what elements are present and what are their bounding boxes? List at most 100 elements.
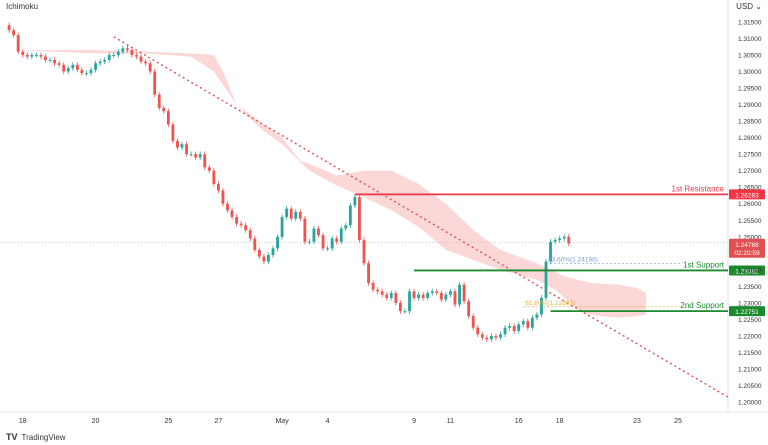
candle-body bbox=[198, 154, 202, 158]
y-tick-label: 1.23000 bbox=[738, 300, 762, 307]
candle-body bbox=[244, 225, 248, 231]
candle-body bbox=[25, 54, 29, 57]
candle-body bbox=[326, 248, 330, 250]
x-tick-label: 18 bbox=[19, 418, 27, 425]
candle-body bbox=[157, 94, 161, 108]
candle-body bbox=[458, 284, 461, 305]
y-tick-label: 1.28000 bbox=[738, 135, 762, 142]
x-tick-label: 16 bbox=[515, 418, 523, 425]
level-price-text: 1.22751 bbox=[735, 309, 759, 316]
ichimoku-cloud bbox=[18, 50, 647, 318]
candle-body bbox=[203, 154, 207, 168]
candle-body bbox=[544, 261, 548, 298]
candle-body bbox=[267, 254, 270, 262]
candle-body bbox=[339, 228, 343, 242]
candle-body bbox=[421, 294, 425, 298]
countdown-text: 02:20:59 bbox=[734, 250, 760, 257]
candle-body bbox=[121, 48, 125, 52]
candle-body bbox=[57, 63, 61, 65]
level-price-tag bbox=[729, 306, 765, 317]
candle-body bbox=[276, 236, 279, 249]
candle-body bbox=[376, 289, 380, 292]
candle-body bbox=[253, 238, 257, 251]
candle-body bbox=[294, 212, 298, 219]
candle-body bbox=[562, 236, 566, 239]
candle-body bbox=[162, 107, 166, 112]
candle-body bbox=[489, 335, 493, 340]
x-tick-label: May bbox=[275, 418, 289, 425]
currency-label[interactable]: USD ⌄ bbox=[736, 2, 762, 11]
candle-body bbox=[526, 321, 530, 328]
y-tick-label: 1.29500 bbox=[738, 86, 762, 93]
y-tick-label: 1.30500 bbox=[738, 52, 762, 59]
candle-body bbox=[75, 64, 79, 70]
candle-body bbox=[116, 51, 120, 55]
x-tick-label: 23 bbox=[633, 418, 641, 425]
y-tick-label: 1.26500 bbox=[738, 185, 762, 192]
candle-body bbox=[307, 241, 311, 243]
candle-body bbox=[417, 294, 421, 298]
candle-body bbox=[508, 326, 512, 328]
candle-body bbox=[344, 225, 348, 229]
indicator-title[interactable]: Ichimoku bbox=[6, 2, 39, 11]
candle-body bbox=[371, 283, 375, 290]
candle-body bbox=[21, 51, 25, 55]
candle-body bbox=[553, 240, 557, 242]
y-tick-label: 1.25000 bbox=[738, 234, 762, 241]
candle-body bbox=[499, 334, 502, 338]
candle-body bbox=[398, 302, 402, 312]
candle-body bbox=[494, 335, 498, 338]
candle-body bbox=[403, 311, 407, 313]
candle-body bbox=[185, 144, 188, 155]
x-tick-label: 25 bbox=[674, 418, 682, 425]
candle-body bbox=[558, 238, 562, 241]
candle-body bbox=[176, 140, 179, 148]
candle-body bbox=[235, 216, 239, 224]
candle-body bbox=[330, 238, 334, 249]
candle-body bbox=[444, 294, 448, 300]
candle-body bbox=[248, 230, 252, 239]
candle-body bbox=[153, 71, 157, 95]
candle-body bbox=[125, 48, 129, 51]
x-tick-label: 11 bbox=[447, 418, 454, 425]
x-tick-label: 27 bbox=[215, 418, 223, 425]
candle-body bbox=[85, 73, 88, 75]
candle-body bbox=[230, 210, 234, 217]
candle-body bbox=[80, 69, 84, 74]
candle-body bbox=[94, 63, 97, 70]
candle-body bbox=[66, 68, 70, 72]
level-price-text: 1.26283 bbox=[735, 192, 759, 199]
candle-body bbox=[212, 170, 216, 184]
candle-body bbox=[321, 235, 325, 249]
candle-body bbox=[521, 321, 525, 325]
candle-body bbox=[207, 167, 211, 171]
candle-body bbox=[485, 337, 489, 340]
candle-body bbox=[289, 208, 293, 219]
candle-body bbox=[530, 317, 534, 328]
candle-body bbox=[130, 50, 134, 55]
brand-text: TradingView bbox=[21, 432, 66, 442]
candle-body bbox=[89, 69, 93, 74]
candle-body bbox=[412, 291, 416, 298]
candle-body bbox=[476, 327, 480, 335]
candle-body bbox=[30, 54, 34, 57]
y-tick-label: 1.30000 bbox=[738, 69, 762, 76]
candle-body bbox=[467, 301, 471, 317]
candle-body bbox=[408, 291, 411, 312]
candle-body bbox=[430, 291, 434, 293]
candle-body bbox=[394, 292, 398, 303]
candle-body bbox=[358, 197, 361, 241]
x-tick-label: 4 bbox=[326, 418, 330, 425]
candle-body bbox=[348, 205, 352, 226]
y-tick-label: 1.21500 bbox=[738, 350, 762, 357]
candle-body bbox=[262, 256, 266, 262]
candle-body bbox=[7, 25, 11, 31]
y-tick-label: 1.28500 bbox=[738, 119, 762, 126]
candle-body bbox=[367, 263, 370, 284]
candle-body bbox=[194, 154, 198, 158]
candle-body bbox=[62, 64, 66, 72]
candle-body bbox=[449, 291, 452, 295]
candle-body bbox=[189, 154, 193, 156]
x-tick-label: 20 bbox=[92, 418, 100, 425]
